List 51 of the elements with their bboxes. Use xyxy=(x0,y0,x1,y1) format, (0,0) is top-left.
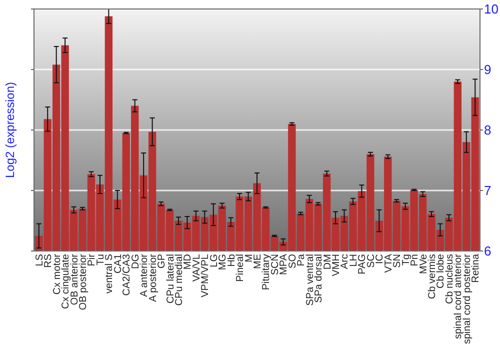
x-tick-label: spinal cord posterior xyxy=(462,253,473,344)
x-tick-label: DG xyxy=(130,254,142,269)
x-tick-label: CA1 xyxy=(112,254,124,274)
x-tick-label: VTA xyxy=(383,254,394,273)
x-tick-label: SO xyxy=(287,254,298,268)
x-tick-label: Pituitary xyxy=(261,254,272,290)
x-tick-label: Pa xyxy=(296,254,308,266)
x-tick-label: A posterior xyxy=(148,253,159,302)
x-tick-label: MVe xyxy=(418,254,430,274)
x-tick-label: GP xyxy=(156,254,168,268)
x-tick-label: LS xyxy=(34,254,46,266)
x-tick-label: SCN xyxy=(270,254,281,276)
x-tick-label: MPA xyxy=(278,254,290,275)
x-tick-label: Tg xyxy=(400,254,412,266)
x-tick-label: Cb vermis xyxy=(426,254,438,300)
x-tick-label: SPa dorsal xyxy=(314,254,325,303)
x-tick-label: Pineal xyxy=(235,254,246,282)
x-tick-label: Cx cingulate xyxy=(60,254,72,310)
y-tick-label: 6 xyxy=(484,244,492,259)
x-tick-label: VA/VL xyxy=(191,254,202,282)
y-tick-label: 8 xyxy=(484,122,492,138)
x-tick-label: Pn xyxy=(410,254,421,266)
x-tick-label: SN xyxy=(392,254,404,268)
x-tick-label: A anterior xyxy=(139,253,150,297)
x-tick-label: Pir xyxy=(86,253,98,266)
x-tick-label: VPM/VPL xyxy=(200,254,212,298)
x-tick-label: CA2/CA3 xyxy=(122,254,133,296)
y-axis-title: Log2 (expression) xyxy=(3,82,17,178)
x-tick-label: IC xyxy=(374,254,386,264)
x-tick-label: RS xyxy=(43,254,54,268)
x-tick-label: LH xyxy=(348,254,360,267)
x-tick-label: PAG xyxy=(357,254,368,274)
x-tick-label: LG xyxy=(208,254,220,268)
x-tick-label: SC xyxy=(366,254,377,268)
x-tick-label: Tu xyxy=(95,254,106,266)
y-tick-label: 9 xyxy=(484,62,492,78)
x-tick-label: OB anterior xyxy=(69,253,80,306)
x-tick-label: Cb lobe xyxy=(436,254,447,288)
x-tick-label: DM xyxy=(322,254,334,270)
x-tick-label: Arc xyxy=(340,254,351,269)
x-tick-label: M xyxy=(244,254,255,262)
x-tick-label: spinal cord anterior xyxy=(453,253,464,340)
x-tick-label: ME xyxy=(252,254,264,269)
y-tick-label: 10 xyxy=(484,2,498,17)
x-tick-label: CPu medial xyxy=(174,254,185,306)
y-tick-label: 7 xyxy=(484,183,492,198)
x-tick-label: OB posterior xyxy=(78,253,90,310)
x-tick-label: Retina xyxy=(470,254,482,283)
x-tick-label: Hb xyxy=(226,254,238,267)
x-tick-label: Cb nucleus xyxy=(444,254,456,304)
x-tick-label: ventral S xyxy=(104,254,116,294)
